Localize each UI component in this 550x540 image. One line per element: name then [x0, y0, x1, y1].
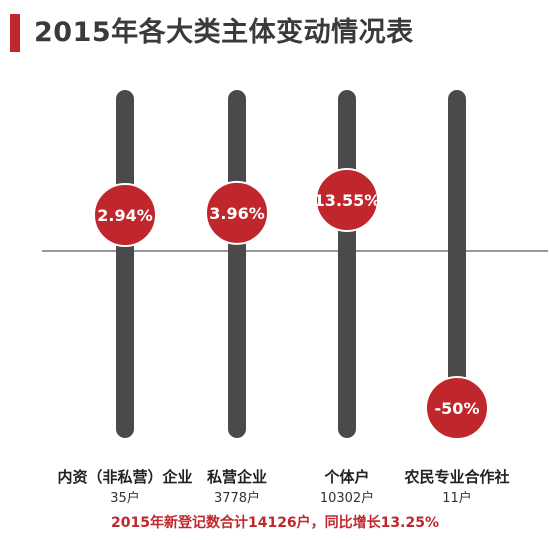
category-count-2: 10302户: [319, 491, 375, 506]
value-label-3: -50%: [435, 399, 480, 418]
value-marker-0: [93, 183, 157, 247]
slider-track-0: [116, 90, 134, 438]
value-marker-2: [315, 168, 379, 232]
category-label-2: 个体户: [324, 468, 370, 486]
value-label-0: 2.94%: [97, 206, 153, 225]
chart-title: 2015年各大类主体变动情况表: [34, 17, 414, 48]
category-count-1: 3778户: [213, 491, 261, 506]
category-count-3: 11户: [442, 491, 472, 506]
footnote: 2015年新登记数合计14126户，同比增长13.25%: [111, 515, 439, 531]
category-label-3: 农民专业合作社: [404, 468, 510, 486]
slider-track-1: [228, 90, 246, 438]
value-label-1: 3.96%: [209, 204, 265, 223]
value-label-2: 13.55%: [314, 191, 381, 210]
title-accent-bar: [10, 14, 20, 52]
category-label-0: 内资（非私营）企业: [57, 468, 193, 486]
slider-track-3: [448, 90, 466, 438]
value-marker-3: [425, 376, 489, 440]
category-label-1: 私营企业: [206, 468, 267, 486]
value-marker-1: [205, 180, 269, 245]
slider-track-2: [338, 90, 356, 438]
category-count-0: 35户: [110, 491, 140, 506]
